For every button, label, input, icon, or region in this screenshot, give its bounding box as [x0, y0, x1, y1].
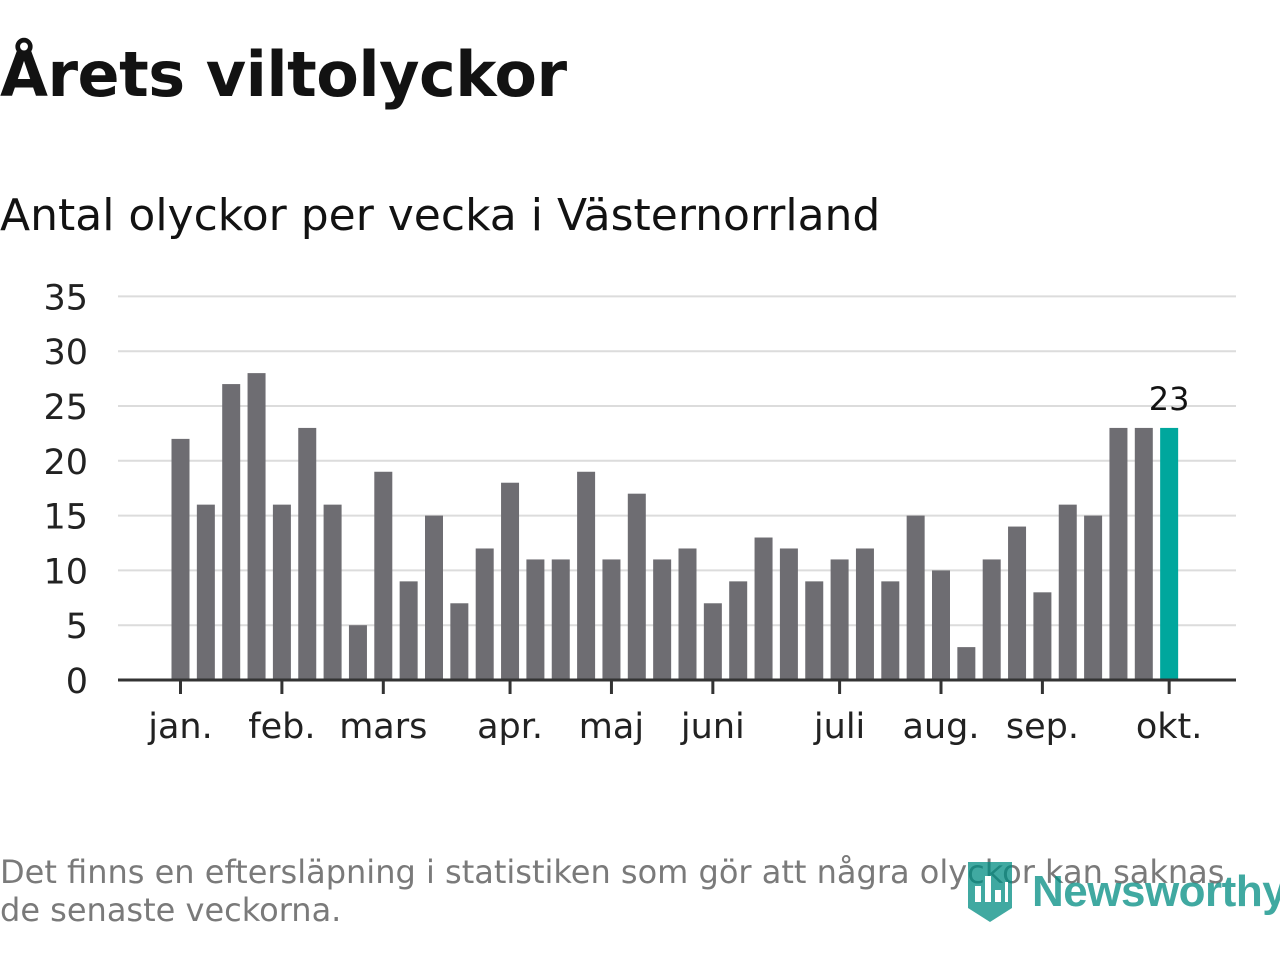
bar	[222, 384, 241, 680]
bar	[348, 625, 367, 680]
y-tick-label: 35	[43, 278, 88, 318]
bar	[1109, 427, 1128, 680]
bar	[932, 570, 950, 680]
y-tick-label: 15	[43, 498, 88, 538]
x-tick-label: maj	[579, 707, 644, 747]
bar	[551, 559, 570, 680]
chart-subtitle: Antal olyckor per vecka i Västernorrland	[0, 190, 881, 241]
x-tick-label: jan.	[147, 707, 212, 747]
bar	[805, 581, 824, 680]
bar	[1134, 427, 1153, 680]
bar	[729, 581, 748, 680]
newsworthy-logo-text: Newsworthy	[1032, 867, 1280, 916]
bar	[374, 471, 393, 680]
bar	[450, 603, 469, 680]
bar	[475, 548, 494, 680]
y-tick-label: 5	[66, 607, 88, 647]
bar	[627, 493, 646, 680]
data-label-latest: 23	[1149, 380, 1190, 418]
x-tick-label: aug.	[903, 707, 980, 747]
bar-highlight	[1160, 427, 1179, 680]
chart-title: Årets viltolyckor	[0, 38, 567, 111]
bar	[830, 559, 849, 680]
x-tick-label: okt.	[1136, 707, 1203, 747]
bar	[982, 559, 1001, 680]
bar	[779, 548, 798, 680]
x-tick-label: feb.	[248, 707, 315, 747]
bar	[1084, 515, 1103, 680]
footnote: Det finns en eftersläpning i statistiken…	[0, 853, 1225, 929]
x-tick-label: juni	[680, 707, 745, 747]
y-tick-label: 20	[43, 443, 88, 483]
bar	[678, 548, 697, 680]
bar	[602, 559, 621, 680]
bar	[754, 537, 773, 680]
bar	[957, 647, 976, 680]
bar	[703, 603, 722, 680]
bar	[1058, 504, 1077, 680]
bar	[1008, 526, 1027, 680]
bar	[323, 504, 342, 680]
x-tick-label: juli	[813, 707, 865, 747]
bar-chart: 0 5 10 15 20 25 30 35 jan. feb. mars apr. maj juni ju…	[43, 278, 1236, 747]
bar	[881, 581, 900, 680]
bar	[855, 548, 874, 680]
bar	[906, 515, 925, 680]
x-tick-label: mars	[339, 707, 427, 747]
y-axis-ticks: 0 5 10 15 20 25 30 35	[43, 278, 88, 702]
bar	[171, 438, 190, 680]
bar	[247, 373, 266, 680]
newsworthy-logo: Newsworthy	[964, 858, 1280, 926]
bar	[1033, 592, 1052, 680]
bar	[501, 482, 520, 680]
y-tick-label: 0	[66, 662, 88, 702]
x-tick-label: apr.	[477, 707, 543, 747]
bar	[425, 515, 443, 680]
bar	[298, 427, 317, 680]
x-axis: jan. feb. mars apr. maj juni juli aug. sep. okt.	[118, 678, 1236, 747]
bar	[577, 471, 596, 680]
x-tick-label: sep.	[1006, 707, 1079, 747]
bar	[272, 504, 291, 680]
y-tick-label: 30	[43, 333, 88, 373]
bars	[171, 373, 1179, 680]
bar	[196, 504, 215, 680]
bar	[399, 581, 418, 680]
data-labels: 23	[1149, 380, 1190, 418]
y-tick-label: 25	[43, 388, 88, 428]
y-tick-label: 10	[43, 552, 88, 592]
bar	[526, 559, 545, 680]
newsworthy-logo-icon	[968, 862, 1012, 922]
bar	[653, 559, 672, 680]
